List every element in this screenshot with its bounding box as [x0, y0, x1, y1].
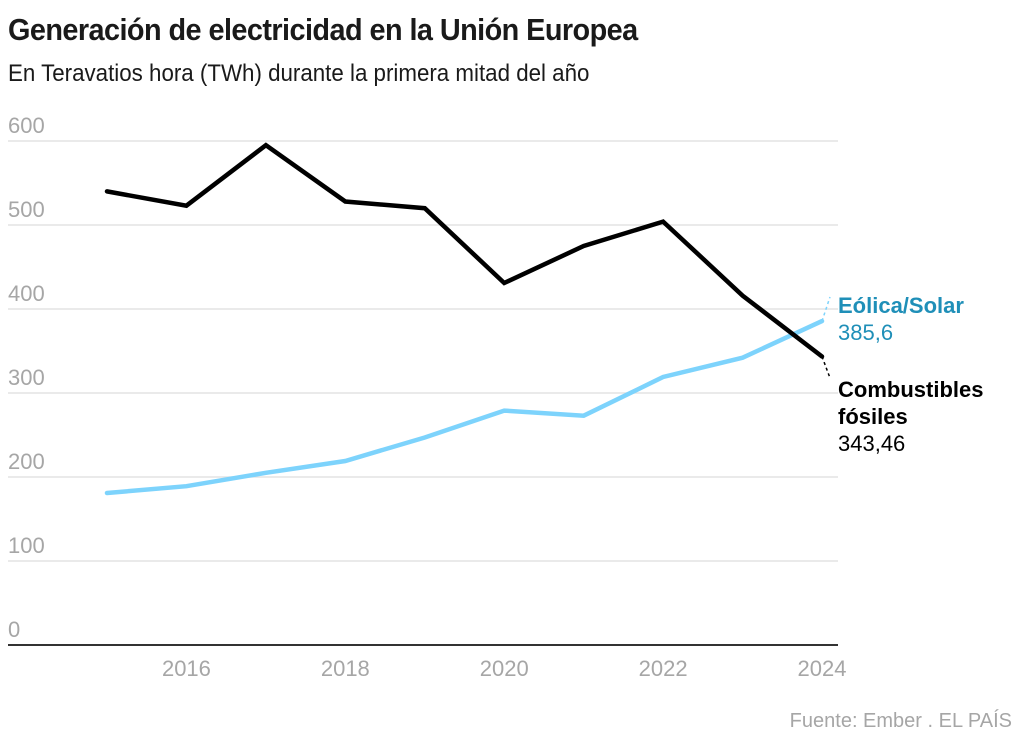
y-axis-ticks: 0 100 200 300 400 500 600	[8, 113, 45, 642]
source-note: Fuente: Ember . EL PAÍS	[789, 710, 1012, 732]
y-tick-label-200: 200	[8, 449, 45, 474]
series-lines	[104, 142, 825, 496]
series-value-renewables: 385,6	[838, 320, 893, 345]
y-tick-label-400: 400	[8, 281, 45, 306]
series-line-fossil	[104, 142, 825, 359]
x-tick-label-2020: 2020	[480, 656, 529, 681]
chart-title: Generación de electricidad en la Unión E…	[8, 12, 638, 47]
y-tick-label-0: 0	[8, 617, 20, 642]
y-tick-label-600: 600	[8, 113, 45, 138]
chart-subtitle: En Teravatios hora (TWh) durante la prim…	[8, 60, 590, 87]
x-tick-label-2022: 2022	[639, 656, 688, 681]
y-tick-label-300: 300	[8, 365, 45, 390]
x-tick-label-2018: 2018	[321, 656, 370, 681]
series-label-fossil-line-1: Combustibles	[838, 377, 983, 402]
leader-line-fossil	[821, 356, 831, 379]
series-value-fossil: 343,46	[838, 431, 905, 456]
x-axis-ticks: 2016 2018 2020 2022 2024	[162, 656, 847, 681]
gridlines	[8, 140, 838, 646]
series-label-fossil-line-2: fósiles	[838, 404, 908, 429]
series-label-renewables: Eólica/Solar	[838, 293, 964, 318]
series-line-renewables	[104, 318, 825, 496]
y-tick-label-100: 100	[8, 533, 45, 558]
x-tick-label-2024: 2024	[798, 656, 847, 681]
x-tick-label-2016: 2016	[162, 656, 211, 681]
y-tick-label-500: 500	[8, 197, 45, 222]
leader-line-renewables	[821, 296, 831, 322]
